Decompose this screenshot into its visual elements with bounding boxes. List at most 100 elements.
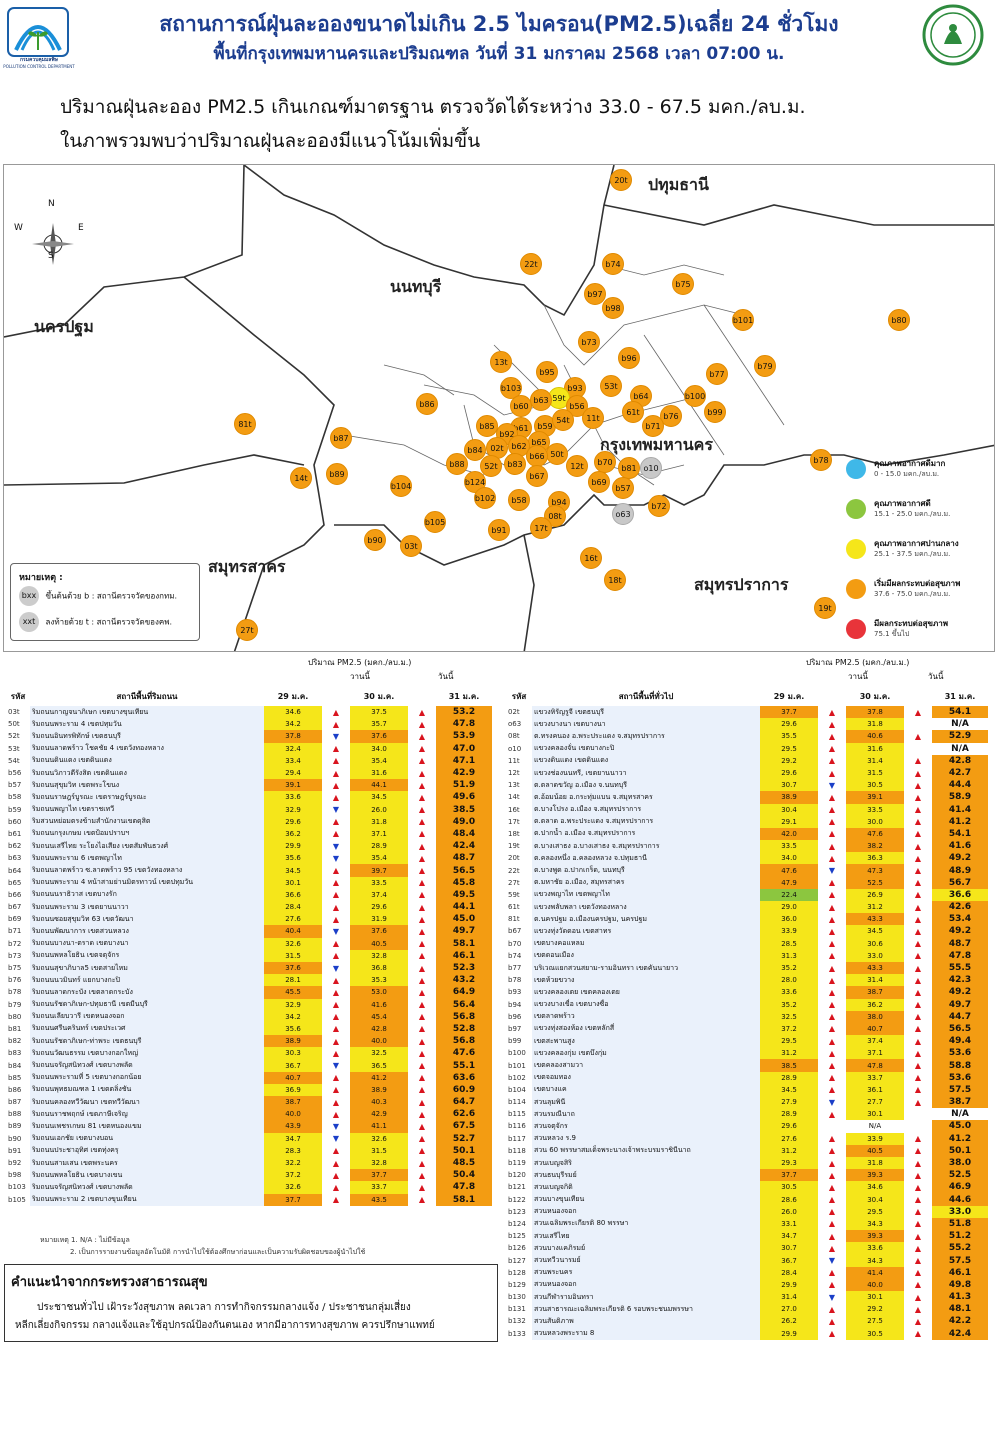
station-code: b79: [8, 1000, 22, 1009]
legend-range: 15.1 - 25.0 มคก./ลบ.ม.: [874, 510, 951, 518]
value-d1: 32.4: [264, 742, 322, 755]
station-b103: b103: [500, 377, 522, 399]
value-d2: 26.0: [350, 803, 408, 816]
value-d2: 42.9: [350, 1108, 408, 1121]
up-arrow-icon: ▲: [418, 878, 426, 888]
station-name: แขวงดินแดง เขตดินแดง: [532, 754, 760, 767]
value-d2: 35.7: [350, 718, 408, 731]
station-code: b89: [8, 1122, 22, 1131]
station-code: b94: [508, 1000, 522, 1009]
up-arrow-icon: ▲: [332, 829, 340, 839]
station-b88: b88: [446, 453, 468, 475]
value-d3: 33.0: [932, 1205, 988, 1218]
up-arrow-icon: ▲: [914, 1329, 922, 1339]
up-arrow-icon: ▲: [828, 1048, 836, 1058]
station-b78: b78: [810, 449, 832, 471]
col-station: สถานีพื้นที่ทั่วไป: [618, 692, 674, 701]
value-d2: 36.2: [846, 998, 904, 1011]
value-d2: 28.9: [350, 840, 408, 853]
value-d1: 29.6: [760, 718, 818, 731]
station-code: b93: [508, 988, 522, 997]
up-arrow-icon: ▲: [828, 853, 836, 863]
value-d1: 29.5: [760, 742, 818, 755]
station-b81: b81: [618, 457, 640, 479]
value-d3: 52.8: [436, 1022, 492, 1036]
up-arrow-icon: ▲: [332, 1195, 340, 1205]
value-d1: 38.9: [760, 791, 818, 804]
value-d1: 37.8: [264, 730, 322, 743]
station-code: b85: [8, 1073, 22, 1082]
station-name: สวนลุมพินี: [532, 1096, 760, 1109]
value-d3: 54.1: [932, 706, 988, 719]
value-d3: 53.4: [932, 913, 988, 926]
page-title: สถานการณ์ฝุ่นละอองขนาดไม่เกิน 2.5 ไมครอน…: [159, 12, 839, 36]
value-d3: 50.1: [932, 1144, 988, 1157]
station-b102: b102: [474, 487, 496, 509]
up-arrow-icon: ▲: [828, 975, 836, 985]
station-b76: b76: [660, 405, 682, 427]
value-d2: 31.9: [350, 913, 408, 926]
up-arrow-icon: ▲: [332, 914, 340, 924]
up-arrow-icon: ▲: [914, 1012, 922, 1022]
value-d1: 42.0: [760, 827, 818, 841]
pm25-map: N S E W ปทุมธานี นนทบุรี นครปฐม กรุงเทพม…: [3, 164, 995, 652]
value-d3: 45.0: [436, 913, 492, 926]
up-arrow-icon: ▲: [332, 1048, 340, 1058]
station-20t: 20t: [610, 169, 632, 191]
value-d1: 26.2: [760, 1315, 818, 1328]
station-13t: 13t: [490, 351, 512, 373]
station-code: 08t: [508, 732, 520, 741]
value-d3: 46.1: [436, 949, 492, 962]
value-d1: 32.6: [264, 937, 322, 950]
legend-title: คุณภาพอากาศดี: [874, 499, 931, 508]
table-row: b58 ริมถนนราษฎร์บูรณะ เขตราษฎร์บูรณะ 33.6 ▲…: [6, 791, 492, 804]
value-d3: 49.7: [436, 925, 492, 938]
up-arrow-icon: ▲: [418, 987, 426, 997]
station-name: ริมถนนสุขุมวิท เขตพระโขนง: [30, 779, 264, 792]
station-code: b131: [508, 1305, 526, 1314]
value-d3: 47.0: [436, 742, 492, 755]
roadside-data-table: รหัส สถานีพื้นที่ริมถนน 29 ม.ค. 30 ม.ค. …: [6, 684, 492, 1206]
value-d2: 53.0: [350, 986, 408, 999]
station-b63: b63: [530, 389, 552, 411]
up-arrow-icon: ▲: [914, 1073, 922, 1083]
value-d1: 29.2: [760, 754, 818, 767]
station-19t: 19t: [814, 597, 836, 619]
value-d2: 32.8: [350, 1156, 408, 1170]
value-d1: 34.6: [264, 706, 322, 719]
station-name: ริมถนนดินแดง เขตดินแดง: [30, 754, 264, 767]
value-d1: 34.2: [264, 718, 322, 731]
station-name: ริมถนนพัฒนาการ เขตสวนหลวง: [30, 925, 264, 938]
value-d1: 22.4: [760, 888, 818, 901]
station-name: แขวงพญาไท เขตพญาไท: [532, 888, 760, 901]
value-d2: 38.0: [846, 1010, 904, 1023]
up-arrow-icon: ▲: [418, 866, 426, 876]
value-d1: 28.4: [760, 1266, 818, 1279]
col-code: รหัส: [511, 692, 527, 701]
station-code: b132: [508, 1317, 526, 1326]
advice-line-2: หลีกเลี่ยงกิจกรรม กลางแจ้งและใช้อุปกรณ์ป…: [15, 1320, 435, 1331]
up-arrow-icon: ▲: [332, 792, 340, 802]
down-arrow-icon: ▼: [828, 866, 836, 876]
table-row: b96 เขตลาดพร้าว 32.5 ▲ 38.0 ▲ 44.7: [506, 1010, 994, 1023]
table-row: b104 เขตบางแค 34.5 ▲ 36.1 ▲ 57.5: [506, 1083, 994, 1096]
value-d1: 47.6: [760, 864, 818, 877]
station-code: b61: [8, 829, 22, 838]
value-d3: 49.2: [932, 852, 988, 865]
station-b105: b105: [424, 511, 446, 533]
value-d3: 49.2: [932, 925, 988, 938]
station-code: 17t: [508, 817, 520, 826]
advice-text: ประชาชนทั่วไป เฝ้าระวังสุขภาพ ลดเวลา การ…: [15, 1299, 495, 1335]
station-code: b72: [8, 939, 22, 948]
table-row: b132 สวนสันติภาพ 26.2 ▲ 27.5 ▲ 42.2: [506, 1315, 994, 1328]
compass-w: W: [14, 223, 23, 233]
station-name: แขวงคลองจั่น เขตบางกะปิ: [532, 742, 760, 755]
up-arrow-icon: ▲: [914, 1097, 922, 1107]
value-d1: 31.2: [760, 1047, 818, 1060]
up-arrow-icon: ▲: [418, 1195, 426, 1205]
table-row: 11t แขวงดินแดง เขตดินแดง 29.2 ▲ 31.4 ▲ 42.8: [506, 754, 994, 767]
value-d1: 33.6: [264, 791, 322, 804]
value-d2: 31.6: [350, 766, 408, 780]
up-arrow-icon: ▲: [332, 1109, 340, 1119]
up-arrow-icon: ▲: [914, 1036, 922, 1046]
